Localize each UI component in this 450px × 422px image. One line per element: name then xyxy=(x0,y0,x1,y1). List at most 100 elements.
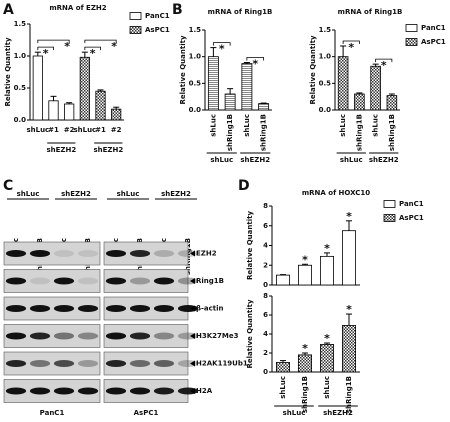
blot-band xyxy=(77,305,99,312)
panel-label: C xyxy=(3,178,13,194)
blot-band xyxy=(153,277,175,285)
x-tick-label: #2 xyxy=(64,126,75,134)
y-tick-label: 8 xyxy=(263,202,268,210)
blot-strip xyxy=(3,269,101,293)
y-tick-label: 6 xyxy=(263,311,268,319)
y-tick-label: 1.5 xyxy=(14,20,27,28)
legend-swatch xyxy=(405,38,418,46)
blot-strip xyxy=(3,379,101,403)
legend-label: PanC1 xyxy=(421,24,446,32)
protein-label: EZH2 xyxy=(196,250,217,258)
y-tick-label: 4 xyxy=(263,242,268,250)
row-arrow xyxy=(190,250,195,257)
blot-band xyxy=(153,332,175,340)
cell-line-label: PanC1 xyxy=(40,409,65,417)
legend-swatch xyxy=(383,214,396,222)
blot-band xyxy=(105,387,127,395)
y-tick-label: 0.5 xyxy=(319,79,332,87)
blot-band xyxy=(105,332,127,340)
group-label: shEZH2 xyxy=(46,146,76,154)
y-tick-label: 0.5 xyxy=(14,84,27,92)
row-arrow xyxy=(190,305,195,312)
blot-band xyxy=(77,250,99,257)
legend-swatch xyxy=(405,24,418,32)
treatment-label: shEZH2 xyxy=(61,190,91,198)
blot-band xyxy=(77,332,99,340)
significance: * xyxy=(252,58,258,71)
bracket xyxy=(342,40,360,44)
bracket xyxy=(37,46,54,51)
group-label: shEZH2 xyxy=(369,156,399,164)
y-tick-label: 0.0 xyxy=(14,116,27,124)
group-label: shEZH2 xyxy=(323,409,353,417)
bar xyxy=(111,108,122,121)
row-arrow xyxy=(190,333,195,339)
row-arrow xyxy=(190,360,195,367)
blot-band xyxy=(53,250,75,257)
blot-band xyxy=(29,250,51,257)
bar xyxy=(319,255,334,286)
bar xyxy=(275,362,290,373)
significance: * xyxy=(348,41,354,54)
blot-band xyxy=(53,387,75,395)
y-tick-label: 1.0 xyxy=(319,53,332,61)
y-tick-label: 0 xyxy=(263,368,268,376)
y-tick-label: 1.5 xyxy=(319,26,332,34)
treatment-label: shLuc xyxy=(117,190,140,198)
y-tick-label: 6 xyxy=(263,222,268,230)
y-axis-label: Relative Quantity xyxy=(246,211,254,280)
blot-band xyxy=(77,387,99,395)
blot-band xyxy=(77,360,99,367)
bar xyxy=(275,274,290,286)
chart-title: mRNA of HOXC10 xyxy=(302,189,370,197)
x-tick-label: shRing1B xyxy=(345,376,353,413)
protein-label: β-actin xyxy=(196,305,224,313)
protein-label: H2A xyxy=(196,387,213,395)
x-tick-label: #1 xyxy=(95,126,106,134)
bar xyxy=(319,344,334,373)
y-tick-label: 0 xyxy=(263,281,268,289)
y-axis-label: Relative Quantity xyxy=(309,35,317,104)
blot-band xyxy=(29,277,51,285)
x-tick-label: #1 xyxy=(48,126,59,134)
bracket xyxy=(375,58,393,63)
blot-band xyxy=(77,277,99,285)
blot-band xyxy=(129,305,151,312)
y-tick-label: 2 xyxy=(263,349,268,357)
blot-band xyxy=(53,332,75,340)
blot-band xyxy=(105,277,127,285)
bar xyxy=(354,93,365,111)
bar xyxy=(341,230,356,286)
blot-band xyxy=(53,360,75,367)
x-tick-label: shRing1B xyxy=(388,114,396,151)
bar xyxy=(386,95,398,111)
x-tick-label: shRing1B xyxy=(301,376,309,413)
chart-title: mRNA of EZH2 xyxy=(49,4,106,12)
y-tick-label: 4 xyxy=(263,330,268,338)
bar xyxy=(297,264,312,286)
row-arrow xyxy=(190,278,195,284)
blot-strip xyxy=(3,296,101,321)
bar xyxy=(79,56,90,121)
legend-label: PanC1 xyxy=(145,12,170,20)
legend-swatch xyxy=(383,200,396,208)
blot-band xyxy=(29,387,51,395)
cell-line-label: AsPC1 xyxy=(134,409,159,417)
significance: * xyxy=(43,47,49,60)
blot-band xyxy=(153,250,175,257)
x-tick-label: shLuc xyxy=(26,126,49,134)
x-tick-label: shRing1B xyxy=(355,114,363,151)
chart-title: mRNA of Ring1B xyxy=(208,8,273,16)
y-tick-label: 8 xyxy=(263,292,268,300)
blot-band xyxy=(29,332,51,340)
y-tick-label: 0.0 xyxy=(189,106,202,114)
blot-band xyxy=(153,387,175,395)
blot-band xyxy=(153,360,175,367)
blot-band xyxy=(129,250,151,257)
y-tick-label: 0.5 xyxy=(189,79,202,87)
blot-band xyxy=(129,277,151,285)
panel-label: A xyxy=(3,2,14,18)
significance: * xyxy=(111,40,117,53)
bar xyxy=(224,93,236,111)
x-tick-label: shLuc xyxy=(339,114,347,137)
